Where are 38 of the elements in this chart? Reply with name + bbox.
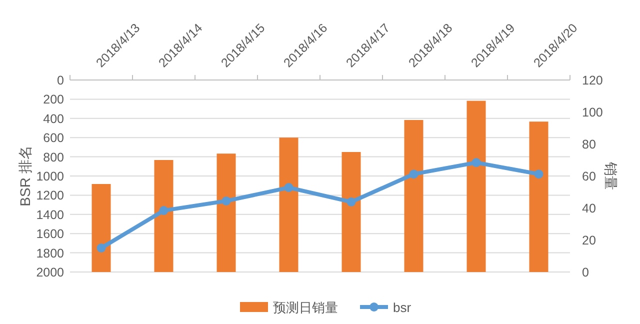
y2-tick-label: 80 <box>582 138 596 152</box>
y2-tick-label: 20 <box>582 234 596 248</box>
y-tick-label: 600 <box>43 131 64 146</box>
y2-axis-title: 销量 <box>603 161 619 190</box>
point <box>284 183 294 192</box>
point <box>96 244 106 252</box>
bar <box>466 100 486 272</box>
y2-tick-label: 40 <box>582 202 596 216</box>
y-tick-label: 1000 <box>36 170 64 184</box>
y-tick-label: 0 <box>57 74 64 88</box>
point <box>222 196 231 206</box>
legend-label: 预测日销量 <box>273 300 338 315</box>
y2-tick-label: 100 <box>582 106 603 120</box>
bar <box>529 122 548 272</box>
y-tick-label: 800 <box>43 150 64 164</box>
y-tick-label: 2000 <box>36 266 64 280</box>
y-axis-title: BSR 排名 <box>17 146 33 206</box>
y-tick-label: 1200 <box>36 188 64 203</box>
y2-tick-label: 60 <box>582 170 596 184</box>
bar <box>92 184 111 272</box>
bar <box>154 160 174 272</box>
bar <box>279 138 298 272</box>
point <box>472 158 481 168</box>
y-tick-label: 1400 <box>36 208 64 222</box>
point <box>534 170 544 179</box>
legend-label: bsr <box>393 300 412 315</box>
y2-tick-label: 120 <box>582 74 603 88</box>
y-tick-label: 1600 <box>36 227 64 242</box>
point <box>346 197 356 206</box>
bar <box>216 154 236 272</box>
y2-tick-label: 0 <box>582 266 589 280</box>
point <box>159 206 168 216</box>
y-tick-label: 1800 <box>36 246 64 260</box>
y-tick-label: 400 <box>43 112 64 126</box>
bar <box>342 152 361 272</box>
y-tick-label: 200 <box>43 92 64 107</box>
bar <box>404 120 424 272</box>
point <box>409 170 418 179</box>
